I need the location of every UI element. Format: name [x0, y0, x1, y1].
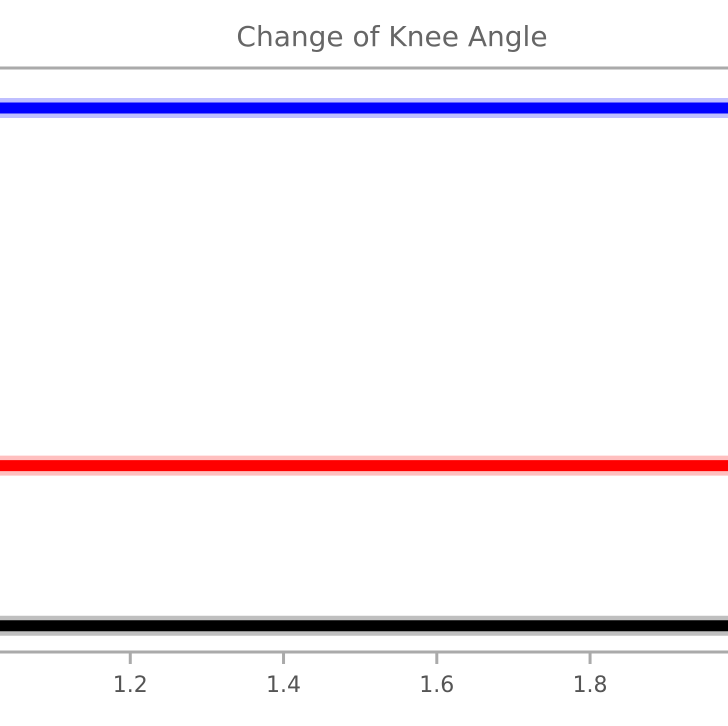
x-axis-ticks: 1.2 1.4 1.6 1.8 — [113, 652, 608, 698]
chart-title: Change of Knee Angle — [236, 20, 547, 53]
series-layer — [0, 97, 728, 636]
x-tick-label: 1.4 — [266, 673, 301, 698]
x-tick-label: 1.6 — [419, 673, 454, 698]
x-tick-label: 1.8 — [573, 673, 608, 698]
x-tick-label: 1.2 — [113, 673, 148, 698]
